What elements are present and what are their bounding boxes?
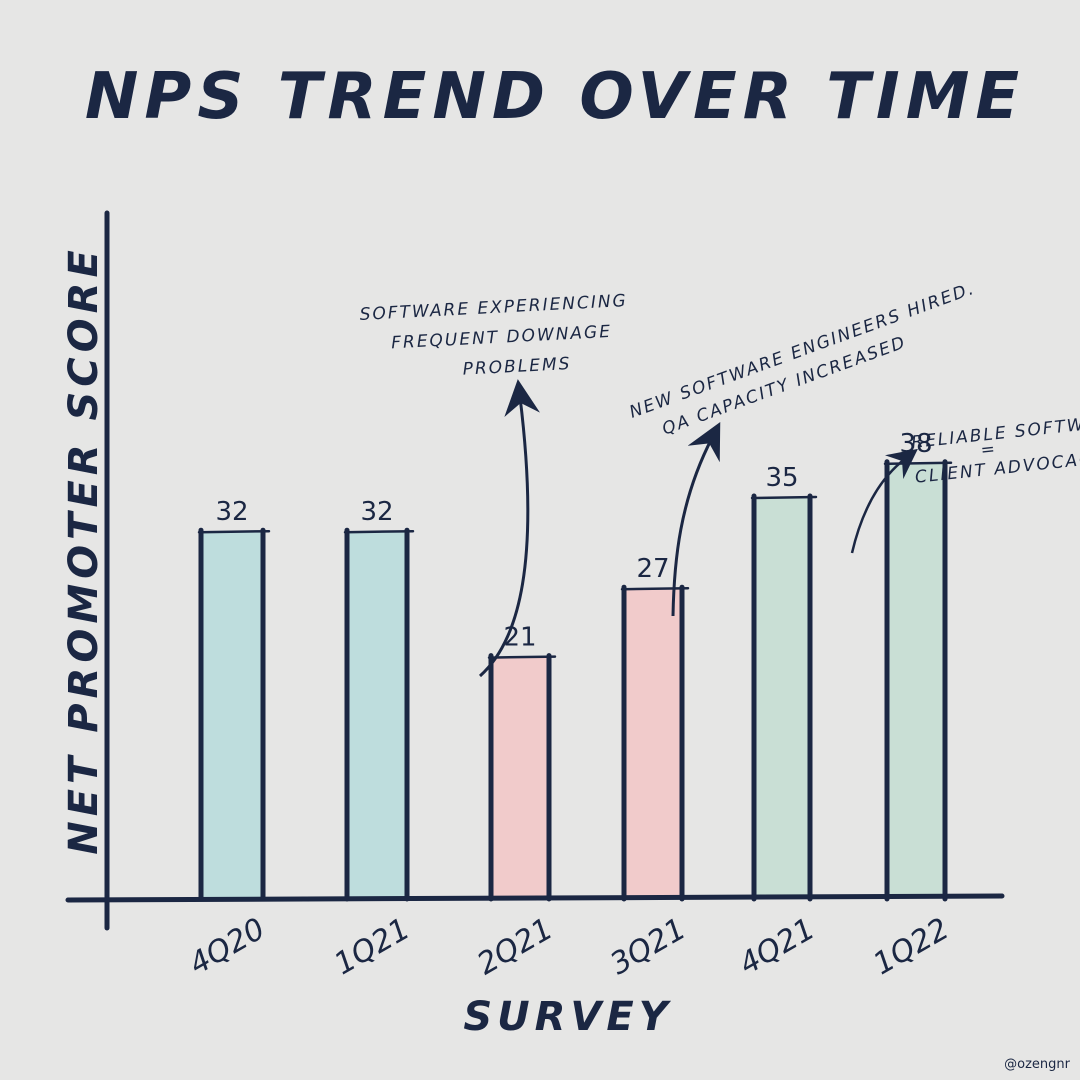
x-tick-labels-group: 4Q20 1Q21 2Q21 3Q21 4Q21 1Q22 — [183, 911, 955, 982]
bar-1Q22 — [887, 463, 945, 897]
value-label-2Q21: 21 — [503, 623, 536, 653]
bar-3Q21 — [624, 589, 682, 897]
bar-1Q21 — [347, 532, 407, 897]
bar-4Q21 — [754, 498, 810, 897]
value-label-3Q21: 27 — [636, 554, 669, 584]
bar-top-edge — [750, 495, 818, 500]
x-tick-3Q21: 3Q21 — [604, 911, 692, 982]
x-axis-line — [65, 893, 1005, 903]
x-tick-4Q21: 4Q21 — [733, 911, 821, 982]
y-axis-title: NET PROMOTER SCORE — [61, 245, 107, 855]
annotation-reliable: RELIABLE SOFTWARE = CLIENT ADVOCACY — [910, 410, 1080, 488]
bar-top-edge — [883, 461, 953, 466]
bar-top-edge — [197, 529, 271, 534]
credit-text: @ozengnr — [1004, 1057, 1071, 1072]
annotation-downtime-line-3: PROBLEMS — [462, 354, 572, 380]
x-tick-4Q20: 4Q20 — [183, 911, 271, 982]
bar-top-edge — [487, 655, 557, 659]
chart-title: NPS TREND OVER TIME — [85, 60, 1025, 134]
x-tick-1Q21: 1Q21 — [328, 911, 416, 982]
annotation-downtime-line-1: SOFTWARE EXPERIENCING — [359, 291, 628, 325]
value-label-4Q21: 35 — [765, 463, 798, 493]
bars-group — [197, 459, 953, 902]
annotation-reliable-line-2: = — [980, 439, 998, 461]
bar-top-edge — [620, 586, 690, 591]
bar-2Q21 — [491, 657, 549, 897]
x-tick-1Q22: 1Q22 — [867, 911, 955, 982]
bar-4Q20 — [201, 532, 263, 897]
annotation-hiring-arrow — [671, 422, 721, 617]
annotation-downtime-line-2: FREQUENT DOWNAGE — [391, 322, 613, 354]
annotation-reliable-line-3: CLIENT ADVOCACY — [914, 448, 1080, 488]
value-label-1Q21: 32 — [360, 497, 393, 527]
x-tick-2Q21: 2Q21 — [471, 911, 559, 982]
annotation-hiring-line-1: NEW SOFTWARE ENGINEERS HIRED. — [627, 279, 978, 423]
annotation-hiring: NEW SOFTWARE ENGINEERS HIRED. QA CAPACIT… — [627, 276, 994, 448]
annotation-reliable-arrow — [850, 448, 918, 554]
bar-top-edge — [343, 529, 415, 534]
annotation-downtime-arrow — [478, 379, 541, 678]
annotation-downtime: SOFTWARE EXPERIENCING FREQUENT DOWNAGE P… — [359, 291, 639, 385]
value-label-4Q20: 32 — [215, 497, 248, 527]
x-axis-title: SURVEY — [463, 994, 672, 1040]
